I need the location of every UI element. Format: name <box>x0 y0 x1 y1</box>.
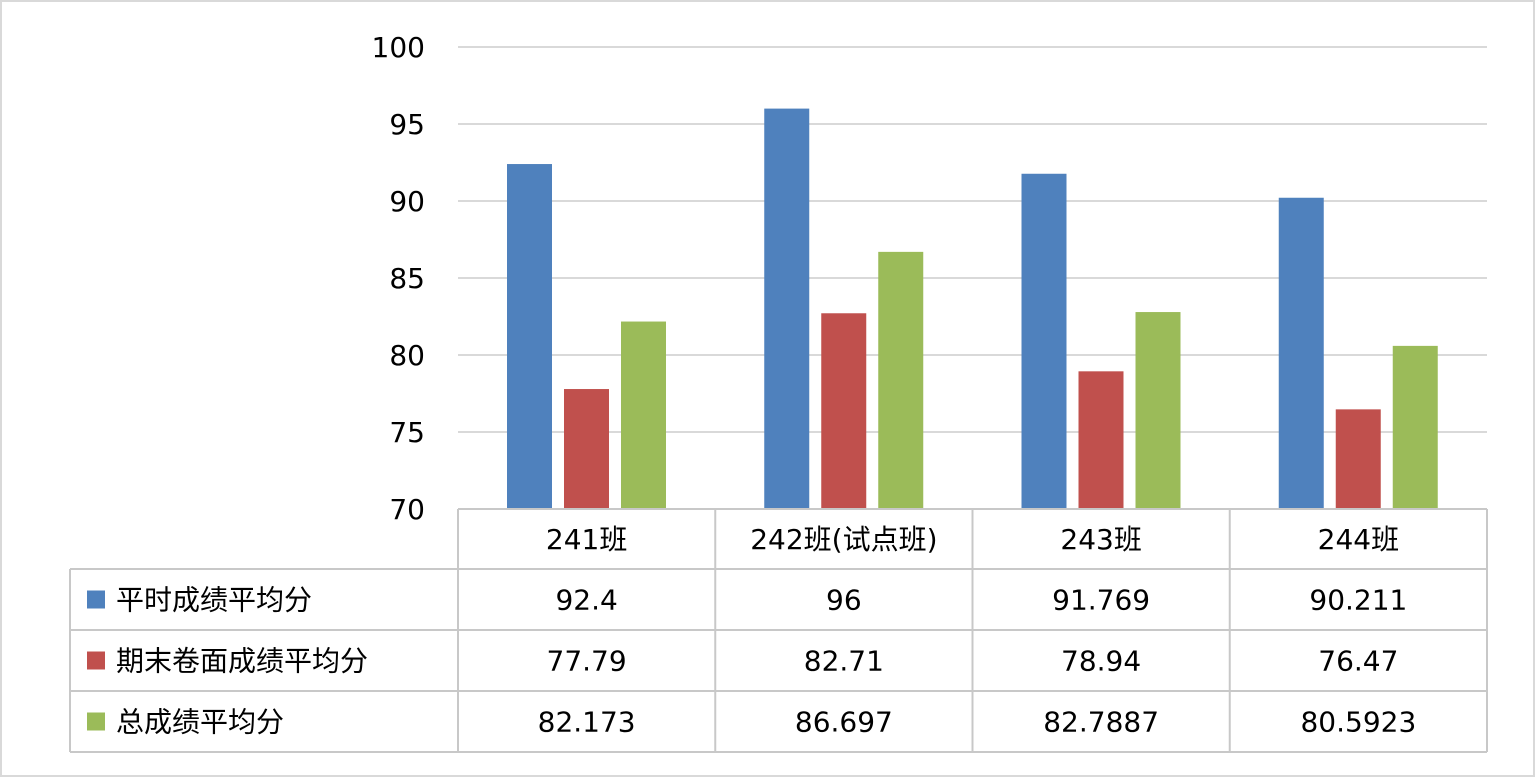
legend-key-0 <box>87 590 105 609</box>
data-label-s0-c3: 90.211 <box>1309 584 1407 617</box>
data-label-s0-c0: 92.4 <box>555 584 617 617</box>
y-tick-label-75: 75 <box>389 416 425 449</box>
y-tick-label-85: 85 <box>389 262 425 295</box>
bar-s0-c0 <box>507 164 552 510</box>
data-label-s2-c0: 82.173 <box>538 706 636 739</box>
y-axis-tick-labels: 70 75 80 85 90 95 100 <box>372 31 425 526</box>
data-label-s1-c1: 82.71 <box>804 645 884 678</box>
bar-s2-c3 <box>1392 345 1438 509</box>
bars <box>507 108 1438 510</box>
y-tick-label-95: 95 <box>389 108 425 141</box>
category-label-0: 241班 <box>546 523 627 556</box>
y-tick-label-80: 80 <box>389 339 425 372</box>
bar-s0-c3 <box>1278 197 1324 509</box>
y-tick-label-90: 90 <box>389 185 425 218</box>
data-label-s0-c1: 96 <box>826 584 862 617</box>
y-tick-label-100: 100 <box>372 31 425 64</box>
series-name-2: 总成绩平均分 <box>116 706 284 739</box>
category-label-2: 243班 <box>1060 523 1141 556</box>
data-label-s2-c1: 86.697 <box>795 706 893 739</box>
bar-s1-c1 <box>821 313 867 509</box>
bar-s2-c2 <box>1135 312 1181 509</box>
y-tick-label-70: 70 <box>389 493 425 526</box>
legend-key-2 <box>87 712 105 731</box>
data-label-s1-c0: 77.79 <box>547 645 627 678</box>
series-name-0: 平时成绩平均分 <box>116 584 312 617</box>
bar-s0-c2 <box>1021 173 1067 510</box>
bar-s1-c0 <box>564 389 609 509</box>
data-label-s1-c2: 78.94 <box>1061 645 1141 678</box>
bar-s1-c3 <box>1335 409 1381 509</box>
bar-s2-c0 <box>621 321 666 509</box>
data-label-s2-c2: 82.7887 <box>1043 706 1159 739</box>
data-label-s2-c3: 80.5923 <box>1300 706 1416 739</box>
category-label-3: 244班 <box>1318 523 1399 556</box>
bar-s1-c2 <box>1078 371 1124 509</box>
bar-s2-c1 <box>878 251 924 509</box>
data-label-s0-c2: 91.769 <box>1052 584 1150 617</box>
gridlines <box>458 46 1487 433</box>
legend-key-1 <box>87 651 105 670</box>
bar-s0-c1 <box>764 108 810 509</box>
category-label-1: 242班(试点班) <box>750 523 937 556</box>
series-name-1: 期末卷面成绩平均分 <box>116 645 368 678</box>
data-label-s1-c3: 76.47 <box>1318 645 1398 678</box>
